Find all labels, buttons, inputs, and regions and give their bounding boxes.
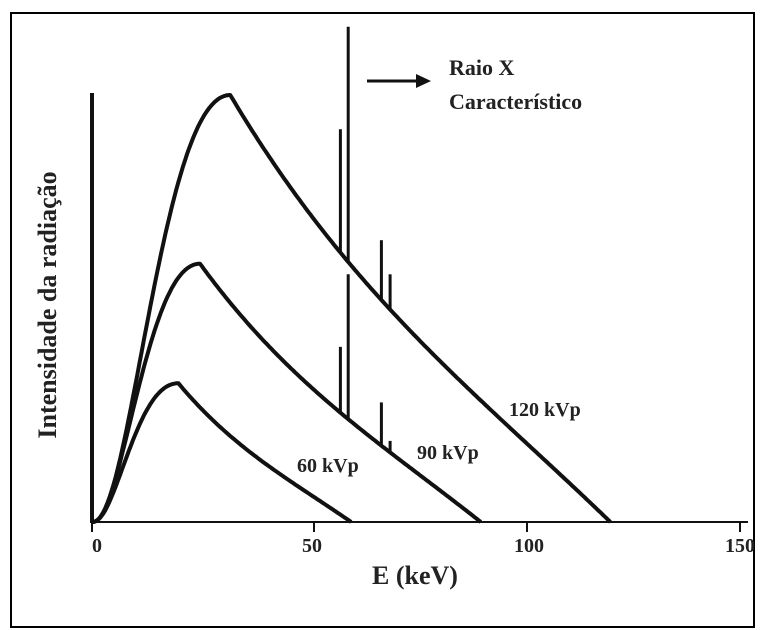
series-label-60kvp: 60 kVp	[297, 455, 359, 477]
x-tick-label-150: 150	[725, 535, 755, 557]
annotation-line-2: Característico	[449, 89, 582, 114]
chart-frame	[10, 12, 755, 628]
series-curve-60kvp	[91, 381, 353, 524]
x-tick-label-100: 100	[514, 535, 544, 557]
annotation-line-1: Raio X	[449, 55, 515, 80]
arrow-head-icon	[416, 74, 431, 88]
x-axis-label: E (keV)	[372, 561, 458, 590]
chart-marks	[91, 26, 612, 524]
series-label-90kvp: 90 kVp	[417, 442, 479, 464]
series-curve-90kvp	[91, 261, 483, 524]
series-curve-120kvp	[91, 93, 612, 524]
characteristic-annotation: Raio X Característico	[367, 55, 582, 114]
x-tick-label-50: 50	[302, 535, 322, 557]
x-tick-label-0: 0	[92, 535, 102, 557]
y-axis-label: Intensidade da radiação	[33, 171, 62, 438]
series-label-120kvp: 120 kVp	[509, 399, 581, 421]
